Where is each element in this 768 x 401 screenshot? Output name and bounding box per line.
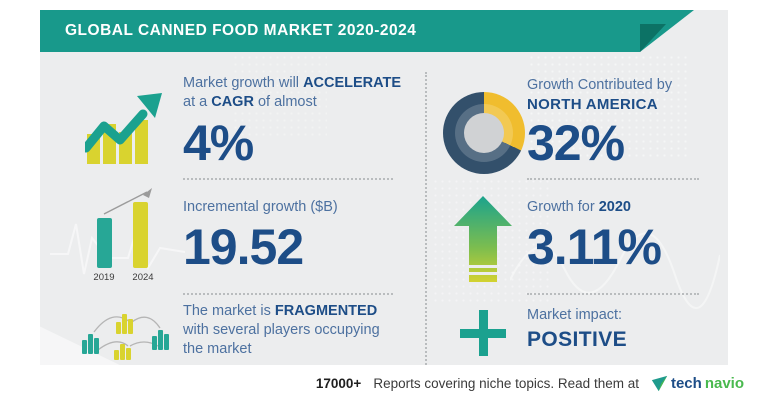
market-impact-label: Market impact:: [527, 307, 623, 323]
background-dots-pattern: [232, 54, 327, 139]
text-normal: of almost: [253, 94, 317, 111]
background-dots-pattern: [528, 54, 688, 159]
growth-statement: Market growth will ACCELERATE at a CAGR o…: [183, 74, 423, 112]
text-normal: with several players occupying the marke…: [183, 322, 380, 358]
contribution-label: Growth Contributed by: [527, 77, 673, 93]
text-normal: at a: [183, 94, 212, 111]
yoy-growth-label: Growth for 2020: [527, 198, 717, 217]
plus-vertical-bar: [478, 310, 488, 356]
text-bold-accelerate: ACCELERATE: [303, 75, 402, 91]
column-divider: [425, 72, 427, 368]
text-bold-fragmented: FRAGMENTED: [274, 303, 378, 319]
infographic-card: GLOBAL CANNED FOOD MARKET 2020-2024 Mark…: [40, 10, 728, 368]
text-bold-year: 2020: [598, 199, 631, 215]
logo-text-tech: tech: [670, 374, 702, 392]
report-count: 17000+: [315, 375, 362, 391]
row-divider: [527, 178, 699, 180]
fragmented-market-icon: [82, 314, 169, 360]
title-banner: GLOBAL CANNED FOOD MARKET 2020-2024: [40, 10, 640, 52]
row-divider: [527, 293, 699, 295]
footer-bar: 17000+ Reports covering niche topics. Re…: [0, 365, 768, 401]
year-label-2019: 2019: [93, 272, 115, 283]
logo-text-navio: navio: [704, 374, 744, 392]
incremental-growth-label: Incremental growth ($B): [183, 199, 338, 215]
fragmentation-statement: The market is FRAGMENTED with several pl…: [183, 302, 403, 359]
incremental-growth-value: 19.52: [183, 219, 304, 275]
technavio-logo-icon: [651, 375, 668, 391]
yoy-growth-value: 3.11%: [527, 219, 662, 275]
page-title: GLOBAL CANNED FOOD MARKET 2020-2024: [65, 22, 417, 39]
up-arrow-icon: [454, 196, 512, 282]
contribution-region: NORTH AMERICA: [527, 96, 658, 113]
year-label-2024: 2024: [132, 272, 154, 283]
market-impact-value: POSITIVE: [527, 328, 628, 351]
text-normal: The market is: [183, 303, 275, 319]
row-divider: [183, 293, 393, 295]
footer-note: Reports covering niche topics. Read them…: [373, 375, 639, 391]
contribution-value: 32%: [527, 115, 625, 171]
growth-trend-icon: [85, 93, 162, 164]
text-normal: Market growth will: [183, 75, 304, 91]
donut-chart-icon: [443, 92, 525, 174]
plus-icon: [460, 310, 506, 356]
bar-comparison-icon: [97, 188, 152, 268]
row-divider: [183, 178, 393, 180]
background-wave-line: [510, 232, 720, 309]
cagr-value: 4%: [183, 115, 254, 171]
technavio-logo[interactable]: tech navio: [651, 375, 744, 392]
text-bold-cagr: CAGR: [211, 94, 254, 111]
donut-hole: [464, 113, 504, 153]
text-normal: Growth for: [527, 199, 599, 215]
